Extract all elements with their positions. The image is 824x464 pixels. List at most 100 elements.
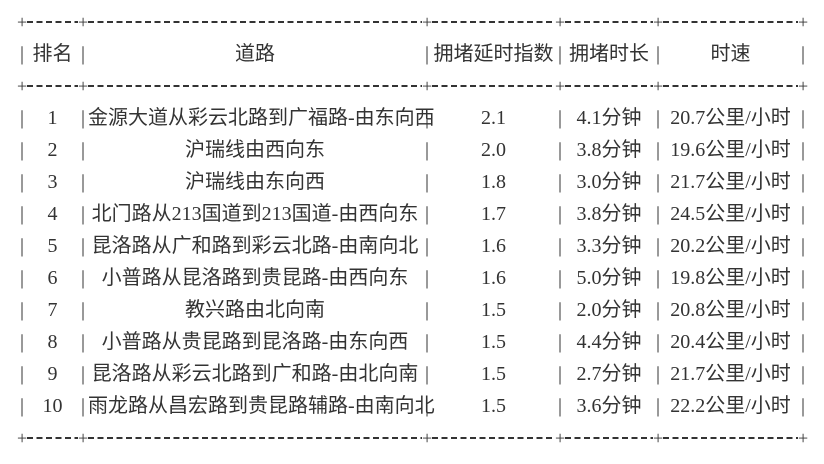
dashed-line xyxy=(432,437,555,439)
pipe-separator: | xyxy=(19,267,24,289)
pipe-separator: | xyxy=(557,43,562,65)
plus-junction: + xyxy=(798,12,809,32)
rank-cell: 1 xyxy=(47,107,58,129)
plus-junction: + xyxy=(17,76,28,96)
pipe-separator: | xyxy=(19,331,24,353)
pipe-separator: | xyxy=(557,363,562,385)
dashed-line xyxy=(27,85,78,87)
pipe-separator: | xyxy=(424,107,429,129)
pipe-separator: | xyxy=(80,171,85,193)
table-row: | 1 | 金源大道从彩云北路到广福路-由东向西 | 2.1 | 4.1分钟 |… xyxy=(0,102,824,134)
pipe-separator: | xyxy=(424,363,429,385)
pipe-separator: | xyxy=(655,235,660,257)
column-header-road: 道路 xyxy=(235,43,275,65)
pipe-separator: | xyxy=(800,299,805,321)
table-row: | 8 | 小普路从贵昆路到昆洛路-由东向西 | 1.5 | 4.4分钟 | 2… xyxy=(0,326,824,358)
delay-index-cell: 1.5 xyxy=(481,299,506,321)
road-cell: 小普路从贵昆路到昆洛路-由东向西 xyxy=(101,331,409,353)
plus-junction: + xyxy=(78,12,89,32)
dashed-line xyxy=(565,437,653,439)
pipe-separator: | xyxy=(557,267,562,289)
speed-cell: 19.8公里/小时 xyxy=(670,267,791,289)
pipe-separator: | xyxy=(655,43,660,65)
delay-index-cell: 1.5 xyxy=(481,331,506,353)
pipe-separator: | xyxy=(800,395,805,417)
dashed-line xyxy=(565,21,653,23)
pipe-separator: | xyxy=(19,139,24,161)
pipe-separator: | xyxy=(424,139,429,161)
pipe-separator: | xyxy=(800,171,805,193)
pipe-separator: | xyxy=(80,331,85,353)
pipe-separator: | xyxy=(655,107,660,129)
plus-junction: + xyxy=(422,76,433,96)
pipe-separator: | xyxy=(19,203,24,225)
road-cell: 小普路从昆洛路到贵昆路-由西向东 xyxy=(101,267,409,289)
rank-cell: 5 xyxy=(47,235,58,257)
duration-cell: 2.0分钟 xyxy=(576,299,642,321)
delay-index-cell: 1.6 xyxy=(481,235,506,257)
rank-cell: 7 xyxy=(47,299,58,321)
speed-cell: 20.7公里/小时 xyxy=(670,107,791,129)
dashed-line xyxy=(27,21,78,23)
plus-junction: + xyxy=(653,76,664,96)
pipe-separator: | xyxy=(80,299,85,321)
rank-cell: 9 xyxy=(47,363,58,385)
plus-junction: + xyxy=(422,12,433,32)
table-border-top: + + + + + + xyxy=(0,6,824,38)
traffic-ranking-table: + + + + + + | 排名 | 道路 | 拥堵延时指数 | 拥堵时长 | … xyxy=(0,6,824,454)
pipe-separator: | xyxy=(655,139,660,161)
pipe-separator: | xyxy=(557,331,562,353)
pipe-separator: | xyxy=(80,395,85,417)
rank-cell: 6 xyxy=(47,267,58,289)
road-cell: 沪瑞线由东向西 xyxy=(185,171,325,193)
pipe-separator: | xyxy=(557,235,562,257)
pipe-separator: | xyxy=(800,363,805,385)
pipe-separator: | xyxy=(424,331,429,353)
dashed-line xyxy=(432,21,555,23)
pipe-separator: | xyxy=(424,171,429,193)
rank-cell: 8 xyxy=(47,331,58,353)
delay-index-cell: 1.5 xyxy=(481,395,506,417)
column-header-duration: 拥堵时长 xyxy=(569,43,649,65)
pipe-separator: | xyxy=(19,363,24,385)
dashed-line xyxy=(663,85,798,87)
delay-index-cell: 2.0 xyxy=(481,139,506,161)
duration-cell: 4.4分钟 xyxy=(576,331,642,353)
plus-junction: + xyxy=(78,428,89,448)
road-cell: 沪瑞线由西向东 xyxy=(185,139,325,161)
plus-junction: + xyxy=(17,12,28,32)
speed-cell: 21.7公里/小时 xyxy=(670,363,791,385)
dashed-line xyxy=(88,437,422,439)
pipe-separator: | xyxy=(19,235,24,257)
table-row: | 10 | 雨龙路从昌宏路到贵昆路辅路-由南向北 | 1.5 | 3.6分钟 … xyxy=(0,390,824,422)
pipe-separator: | xyxy=(655,395,660,417)
table-header-separator: + + + + + + xyxy=(0,70,824,102)
pipe-separator: | xyxy=(557,107,562,129)
rank-cell: 2 xyxy=(47,139,58,161)
pipe-separator: | xyxy=(424,203,429,225)
dashed-line xyxy=(88,21,422,23)
pipe-separator: | xyxy=(80,43,85,65)
plus-junction: + xyxy=(78,76,89,96)
pipe-separator: | xyxy=(800,203,805,225)
pipe-separator: | xyxy=(424,395,429,417)
duration-cell: 3.3分钟 xyxy=(576,235,642,257)
delay-index-cell: 2.1 xyxy=(481,107,506,129)
road-cell: 教兴路由北向南 xyxy=(185,299,325,321)
pipe-separator: | xyxy=(80,363,85,385)
pipe-separator: | xyxy=(19,107,24,129)
table-row: | 2 | 沪瑞线由西向东 | 2.0 | 3.8分钟 | 19.6公里/小时 … xyxy=(0,134,824,166)
table-row: | 5 | 昆洛路从广和路到彩云北路-由南向北 | 1.6 | 3.3分钟 | … xyxy=(0,230,824,262)
duration-cell: 4.1分钟 xyxy=(576,107,642,129)
delay-index-cell: 1.6 xyxy=(481,267,506,289)
plus-junction: + xyxy=(422,428,433,448)
road-cell: 北门路从213国道到213国道-由西向东 xyxy=(91,203,419,225)
table-row: | 3 | 沪瑞线由东向西 | 1.8 | 3.0分钟 | 21.7公里/小时 … xyxy=(0,166,824,198)
pipe-separator: | xyxy=(655,331,660,353)
rank-cell: 4 xyxy=(47,203,58,225)
road-cell: 昆洛路从彩云北路到广和路-由北向南 xyxy=(91,363,419,385)
pipe-separator: | xyxy=(80,235,85,257)
road-cell: 昆洛路从广和路到彩云北路-由南向北 xyxy=(91,235,419,257)
table-row: | 7 | 教兴路由北向南 | 1.5 | 2.0分钟 | 20.8公里/小时 … xyxy=(0,294,824,326)
dashed-line xyxy=(27,437,78,439)
